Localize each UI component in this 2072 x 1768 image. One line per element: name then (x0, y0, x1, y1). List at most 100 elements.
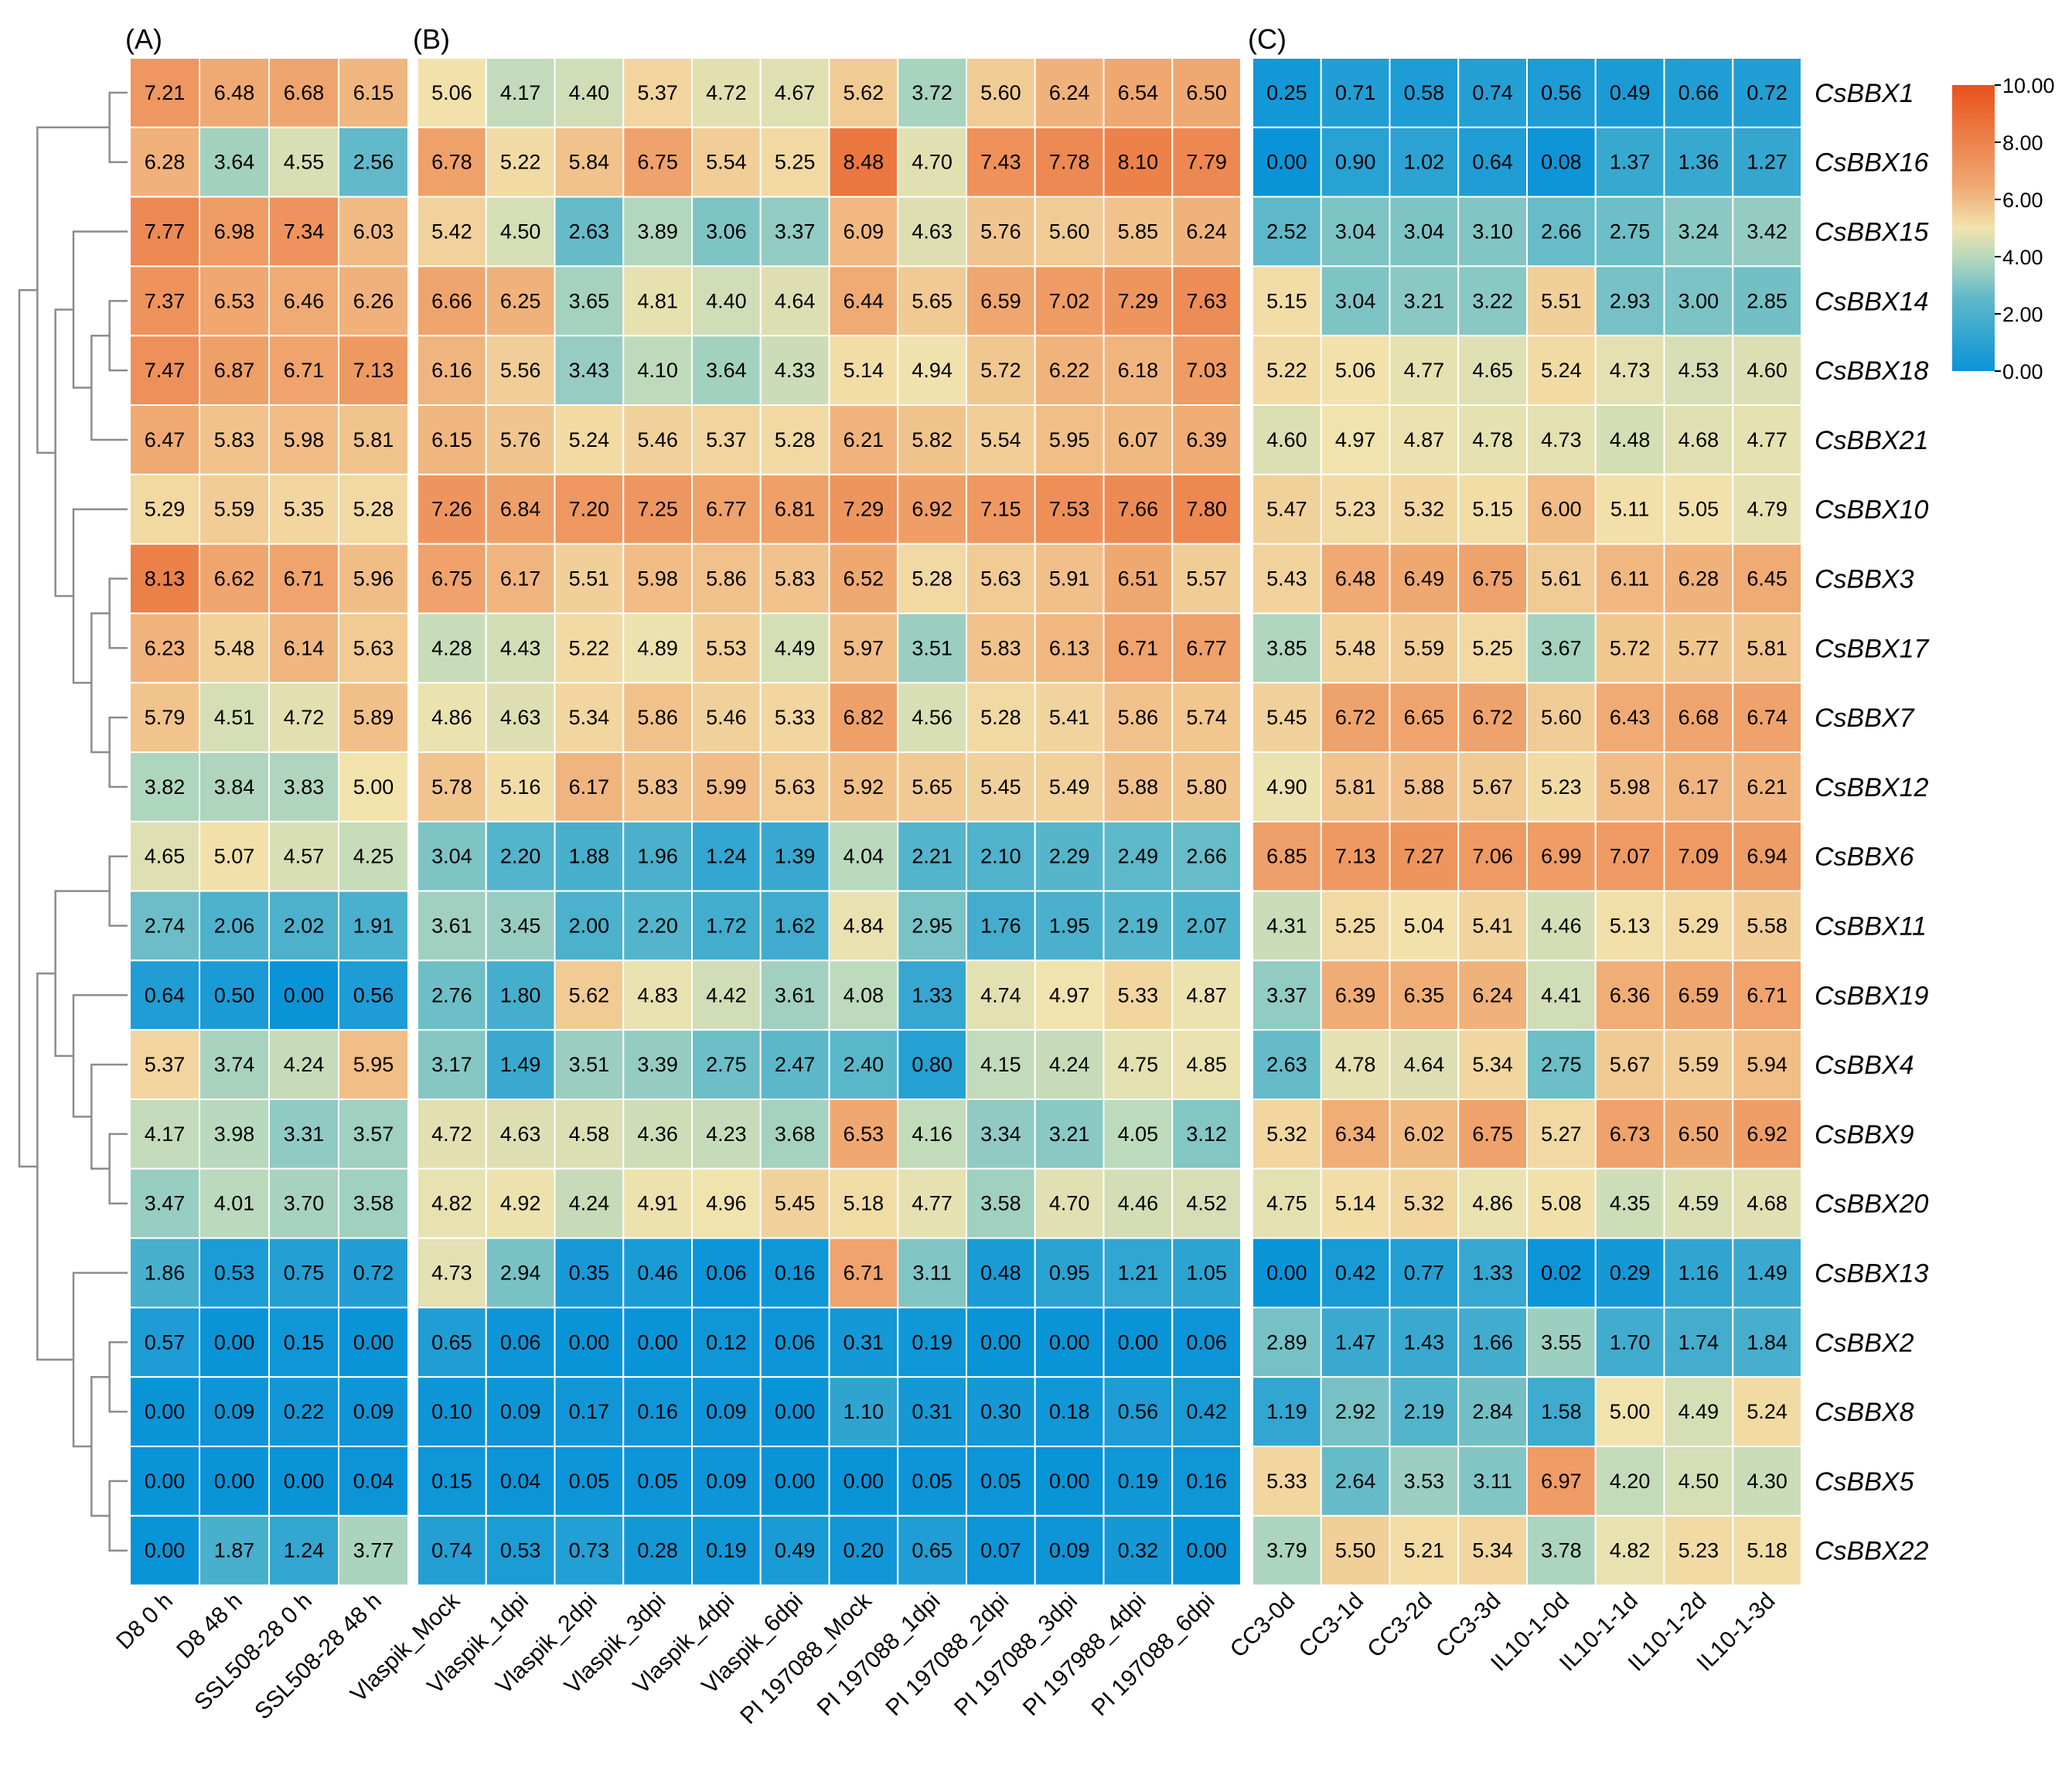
heatmap-cell (1526, 196, 1597, 267)
cell-value: 0.06 (500, 1330, 541, 1354)
heatmap-cell (1320, 1514, 1391, 1586)
heatmap-cell (759, 612, 830, 684)
cell-value: 4.73 (1541, 428, 1582, 451)
gene-label: CsBBX8 (1815, 1398, 1914, 1427)
cell-value: 5.54 (706, 151, 747, 174)
cell-value: 4.49 (775, 636, 816, 659)
cell-value: 5.61 (1541, 567, 1582, 591)
cell-value: 4.78 (1472, 428, 1513, 451)
cell-value: 5.78 (431, 775, 472, 799)
heatmap-cell (622, 404, 693, 475)
heatmap-cell (1252, 1376, 1322, 1447)
cell-value: 2.75 (1610, 220, 1651, 244)
cell-value: 7.27 (1404, 845, 1445, 868)
cell-value: 2.40 (843, 1053, 884, 1076)
cell-value: 8.13 (145, 567, 186, 591)
heatmap-cell (1526, 1029, 1597, 1100)
cell-value: 6.98 (214, 220, 255, 244)
cell-value: 0.09 (214, 1400, 255, 1423)
heatmap-cell (129, 57, 200, 128)
heatmap-cell (1663, 612, 1734, 684)
heatmap-cell (1320, 1237, 1391, 1309)
cell-value: 0.72 (353, 1262, 394, 1285)
cell-value: 4.17 (500, 81, 541, 104)
cell-value: 0.19 (706, 1539, 747, 1562)
heatmap-cell (1594, 1306, 1665, 1378)
heatmap-cell (338, 1306, 409, 1378)
cell-value: 3.78 (1541, 1539, 1582, 1562)
cell-value: 3.31 (284, 1122, 325, 1146)
cell-value: 5.58 (1747, 915, 1787, 938)
cell-value: 5.15 (1472, 498, 1513, 521)
cell-value: 6.73 (1610, 1122, 1651, 1146)
heatmap-cell (622, 1376, 693, 1447)
heatmap-cell (1252, 404, 1322, 475)
gene-label: CsBBX14 (1815, 287, 1928, 316)
cell-value: 5.23 (1335, 498, 1376, 521)
cell-value: 3.51 (569, 1053, 610, 1076)
heatmap-cell (199, 126, 270, 198)
cell-value: 0.00 (569, 1330, 610, 1354)
cell-value: 5.86 (1118, 706, 1159, 729)
heatmap-cell (1732, 820, 1802, 892)
heatmap-cell (199, 1376, 270, 1447)
cell-value: 5.98 (284, 428, 325, 451)
heatmap-cell (1594, 612, 1665, 684)
heatmap-cell (1171, 335, 1242, 407)
cell-value: 3.64 (706, 359, 747, 382)
cell-value: 4.28 (431, 636, 472, 659)
cell-value: 3.21 (1049, 1122, 1090, 1146)
heatmap-cell (966, 1306, 1036, 1378)
heatmap-cell (338, 335, 409, 407)
cell-value: 2.74 (145, 915, 186, 938)
heatmap-cell (1102, 265, 1174, 337)
cell-value: 6.68 (1678, 706, 1719, 729)
heatmap-cell (199, 1029, 270, 1100)
gene-label: CsBBX18 (1815, 356, 1928, 386)
heatmap-cell (338, 404, 409, 475)
gene-label: CsBBX5 (1815, 1467, 1914, 1497)
cell-value: 6.48 (1335, 567, 1376, 591)
heatmap-cell (1732, 1237, 1802, 1309)
cell-value: 2.20 (637, 915, 678, 938)
heatmap-cell (1320, 1376, 1391, 1447)
cell-value: 3.45 (500, 915, 541, 938)
cell-value: 6.13 (1049, 636, 1090, 659)
cell-value: 2.64 (1335, 1470, 1376, 1493)
heatmap-cell (1594, 1099, 1665, 1170)
heatmap-cell (1171, 126, 1242, 198)
heatmap-cell (1171, 473, 1242, 545)
heatmap-cell (622, 265, 693, 337)
heatmap-cell (1102, 1167, 1174, 1239)
cell-value: 0.80 (912, 1053, 953, 1076)
cell-value: 5.32 (1404, 1192, 1445, 1215)
cell-value: 5.63 (980, 567, 1021, 591)
cell-value: 1.02 (1404, 151, 1445, 174)
heatmap-cell (1252, 612, 1322, 684)
heatmap-cell (485, 1446, 556, 1517)
heatmap-cell (417, 1167, 487, 1239)
cell-value: 4.64 (1404, 1053, 1445, 1076)
cell-value: 2.95 (912, 915, 953, 938)
heatmap-cell (1526, 126, 1597, 198)
heatmap-cell (1594, 335, 1665, 407)
heatmap-cell (1732, 57, 1802, 128)
heatmap-cell (1171, 1099, 1242, 1170)
heatmap-cell (622, 335, 693, 407)
cell-value: 5.24 (1747, 1400, 1787, 1423)
heatmap-cell (417, 1514, 487, 1586)
cell-value: 4.56 (912, 706, 953, 729)
cell-value: 6.21 (843, 428, 884, 451)
cell-value: 2.75 (1541, 1053, 1582, 1076)
cell-value: 3.39 (637, 1053, 678, 1076)
panel-2: (C) 0.25 0.71 0.58 0.74 0.56 0.49 0.66 0.72 0.00 0… (1225, 23, 1802, 1676)
cell-value: 0.56 (1541, 81, 1582, 104)
cell-value: 1.43 (1404, 1330, 1445, 1354)
cell-value: 3.61 (431, 915, 472, 938)
cell-value: 0.30 (980, 1400, 1021, 1423)
heatmap-cell (268, 57, 339, 128)
cell-value: 7.13 (353, 359, 394, 382)
cell-value: 2.63 (1266, 1053, 1307, 1076)
cell-value: 0.04 (353, 1470, 394, 1493)
cell-value: 1.76 (980, 915, 1021, 938)
